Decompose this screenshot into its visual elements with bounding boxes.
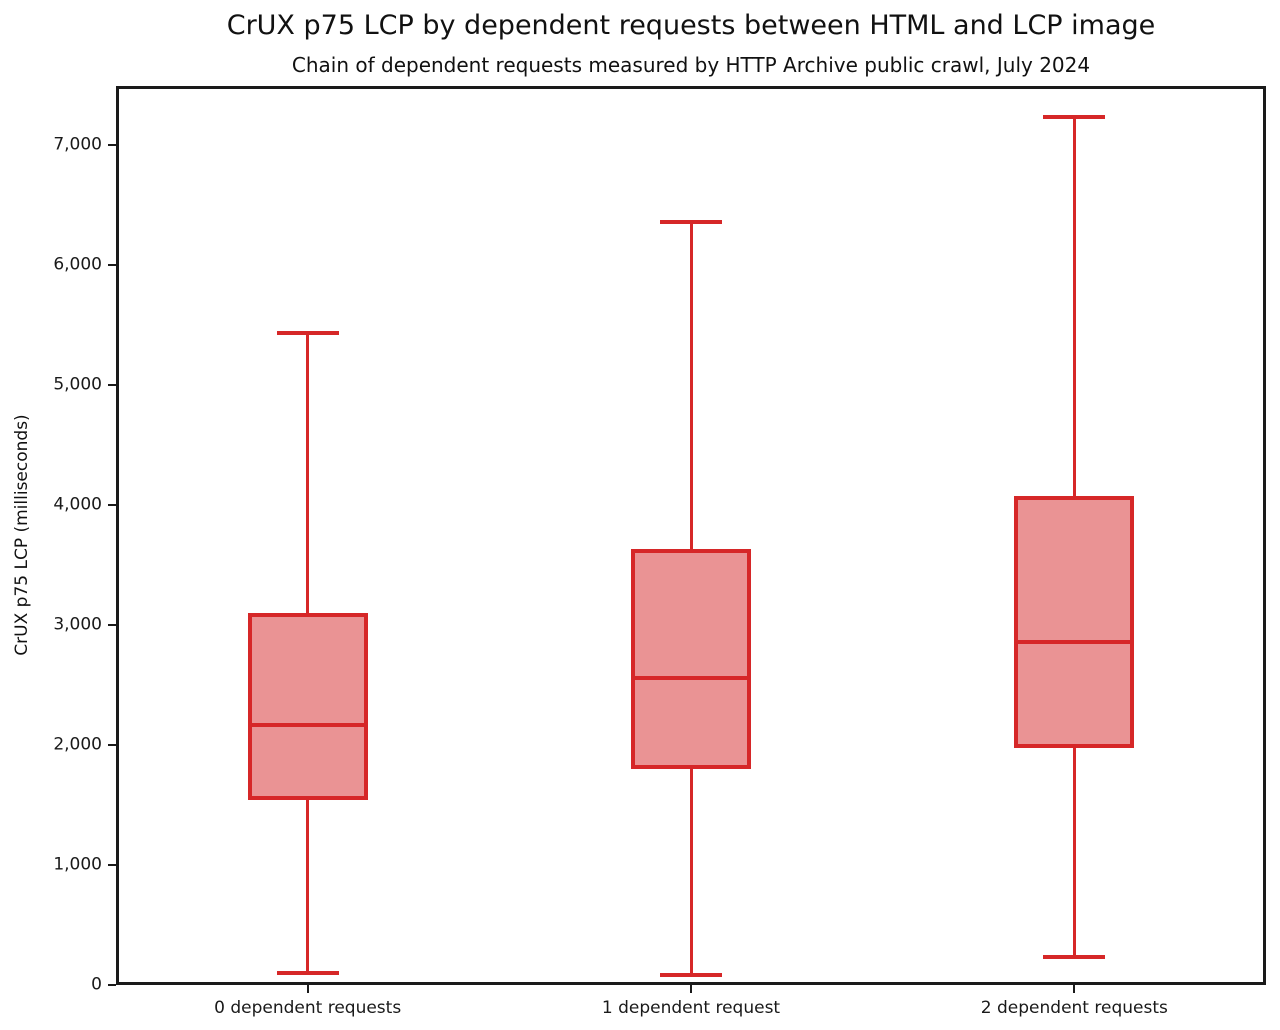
y-tick xyxy=(108,503,116,506)
y-tick-label: 1,000 xyxy=(53,854,102,875)
box-whisker-upper-2 xyxy=(1072,117,1076,496)
x-tick xyxy=(306,985,309,993)
y-tick-label: 6,000 xyxy=(53,254,102,275)
box-median-0 xyxy=(247,723,368,728)
y-tick xyxy=(108,383,116,386)
chart-subtitle: Chain of dependent requests measured by … xyxy=(291,53,1091,77)
box-whisker-cap-high-2 xyxy=(1043,115,1106,120)
y-tick-label: 7,000 xyxy=(53,134,102,155)
chart-title: CrUX p75 LCP by dependent requests betwe… xyxy=(226,10,1156,41)
box-median-1 xyxy=(631,676,751,681)
y-tick-label: 3,000 xyxy=(53,614,102,635)
y-tick-label: 2,000 xyxy=(53,734,102,755)
box-whisker-upper-1 xyxy=(689,221,693,550)
y-tick-label: 4,000 xyxy=(53,494,102,515)
y-tick xyxy=(108,623,116,626)
x-tick xyxy=(1073,985,1076,993)
x-tick-label: 1 dependent request xyxy=(601,998,781,1018)
box-whisker-cap-high-0 xyxy=(276,331,339,336)
box-iqr-2 xyxy=(1014,495,1135,748)
y-tick xyxy=(108,263,116,266)
x-tick-label: 2 dependent requests xyxy=(980,998,1168,1018)
box-median-2 xyxy=(1014,640,1135,645)
x-tick-label: 0 dependent requests xyxy=(214,998,402,1018)
y-tick xyxy=(108,984,116,986)
box-whisker-cap-high-1 xyxy=(660,219,722,224)
y-tick xyxy=(108,143,116,146)
box-whisker-cap-low-1 xyxy=(660,972,722,977)
x-tick xyxy=(690,985,692,993)
y-tick-label: 0 xyxy=(91,974,102,995)
box-whisker-cap-low-0 xyxy=(276,970,339,975)
box-iqr-1 xyxy=(631,549,751,769)
y-tick-label: 5,000 xyxy=(53,374,102,395)
y-tick xyxy=(108,743,116,746)
box-whisker-cap-low-2 xyxy=(1043,955,1106,960)
box-whisker-lower-2 xyxy=(1072,747,1076,958)
box-whisker-upper-0 xyxy=(306,333,310,613)
box-whisker-lower-0 xyxy=(306,800,310,973)
box-whisker-lower-1 xyxy=(689,768,693,975)
box-iqr-0 xyxy=(247,612,368,801)
y-tick xyxy=(108,863,116,866)
